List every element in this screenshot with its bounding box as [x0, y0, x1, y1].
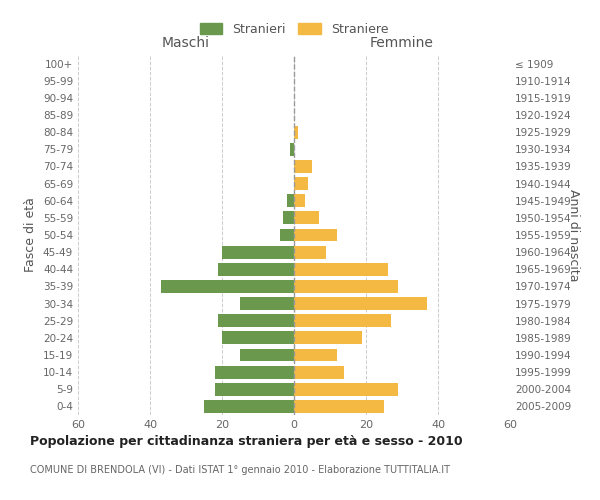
Bar — [294, 246, 326, 258]
Bar — [294, 366, 344, 378]
Text: Maschi: Maschi — [162, 36, 210, 50]
Bar — [294, 280, 398, 293]
Bar — [294, 160, 312, 173]
Bar — [222, 246, 294, 258]
Bar — [294, 177, 308, 190]
Bar — [161, 280, 294, 293]
Bar — [215, 383, 294, 396]
Bar — [222, 332, 294, 344]
Text: COMUNE DI BRENDOLA (VI) - Dati ISTAT 1° gennaio 2010 - Elaborazione TUTTITALIA.I: COMUNE DI BRENDOLA (VI) - Dati ISTAT 1° … — [30, 465, 450, 475]
Bar — [294, 263, 388, 276]
Bar — [294, 297, 427, 310]
Bar — [294, 400, 384, 413]
Bar — [283, 212, 294, 224]
Bar — [294, 314, 391, 327]
Bar — [218, 314, 294, 327]
Text: Popolazione per cittadinanza straniera per età e sesso - 2010: Popolazione per cittadinanza straniera p… — [30, 435, 463, 448]
Y-axis label: Anni di nascita: Anni di nascita — [567, 188, 580, 281]
Y-axis label: Fasce di età: Fasce di età — [25, 198, 37, 272]
Bar — [204, 400, 294, 413]
Bar — [240, 348, 294, 362]
Legend: Stranieri, Straniere: Stranieri, Straniere — [195, 18, 393, 41]
Bar — [280, 228, 294, 241]
Bar — [287, 194, 294, 207]
Bar — [218, 263, 294, 276]
Bar — [294, 194, 305, 207]
Bar — [294, 228, 337, 241]
Bar — [215, 366, 294, 378]
Bar — [294, 383, 398, 396]
Bar — [294, 126, 298, 138]
Bar — [294, 332, 362, 344]
Bar — [290, 143, 294, 156]
Bar — [240, 297, 294, 310]
Bar — [294, 348, 337, 362]
Bar — [294, 212, 319, 224]
Text: Femmine: Femmine — [370, 36, 434, 50]
